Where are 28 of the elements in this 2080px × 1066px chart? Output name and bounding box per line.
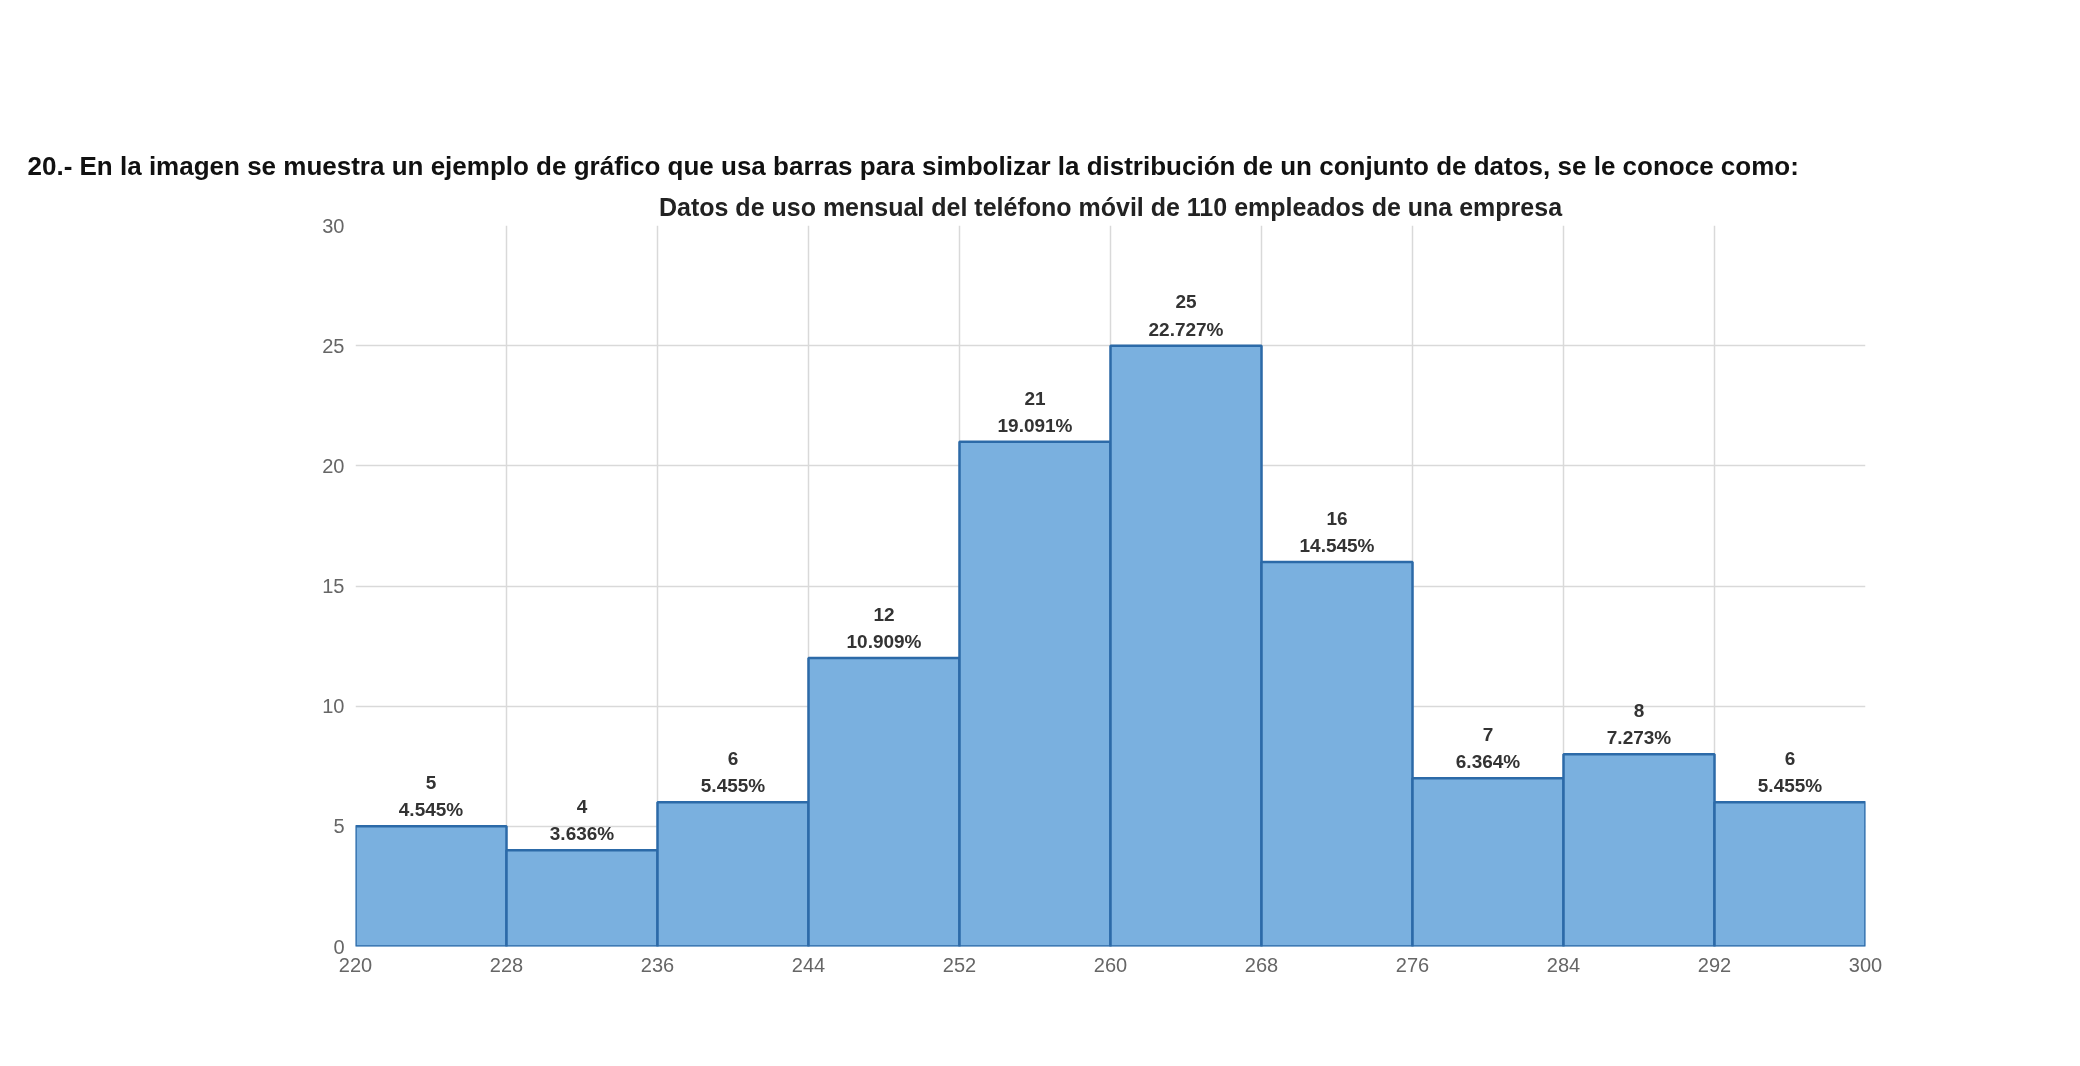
x-tick-label: 252: [942, 953, 977, 976]
data-label: 8 7.273%: [1606, 699, 1672, 749]
y-tick-label: 15: [322, 575, 345, 597]
data-label: 5 4.545%: [398, 772, 464, 821]
data-label: 6 5.455%: [1757, 748, 1823, 797]
x-tick-label: 276: [1395, 953, 1430, 976]
x-tick-label: 292: [1697, 953, 1732, 976]
x-tick-label: 228: [489, 953, 524, 976]
x-tick-label: 300: [1848, 953, 1883, 976]
y-tick-label: 25: [322, 334, 345, 357]
data-label: 21 19.091%: [997, 387, 1073, 436]
y-tick-label: 5: [333, 815, 345, 838]
data-label: 16 14.545%: [1299, 507, 1375, 556]
data-label: 7 6.364%: [1455, 723, 1521, 773]
chart-title: Datos de uso mensual del teléfono móvil de 110 empleados de una empresa: [658, 192, 1564, 221]
data-label: 6 5.455%: [700, 748, 766, 797]
x-tick-label: 260: [1093, 953, 1128, 976]
y-tick-label: 30: [322, 214, 345, 237]
text: 20.- En la imagen se muestra un ejemplo de gráfico que usa barras para simbolizar la distribución de un conjunto de datos, se le conoce como:: [27, 150, 1799, 181]
y-tick-label: 20: [322, 454, 345, 477]
x-tick-label: 268: [1244, 953, 1279, 976]
data-label: 12 10.909%: [846, 603, 922, 653]
data-label: 25 22.727%: [1148, 291, 1224, 340]
data-label: 4 3.636%: [549, 796, 615, 845]
x-tick-label: 284: [1546, 953, 1581, 976]
x-tick-label: 244: [791, 953, 826, 976]
y-tick-label: 10: [322, 695, 345, 718]
x-tick-label: 236: [640, 953, 675, 976]
